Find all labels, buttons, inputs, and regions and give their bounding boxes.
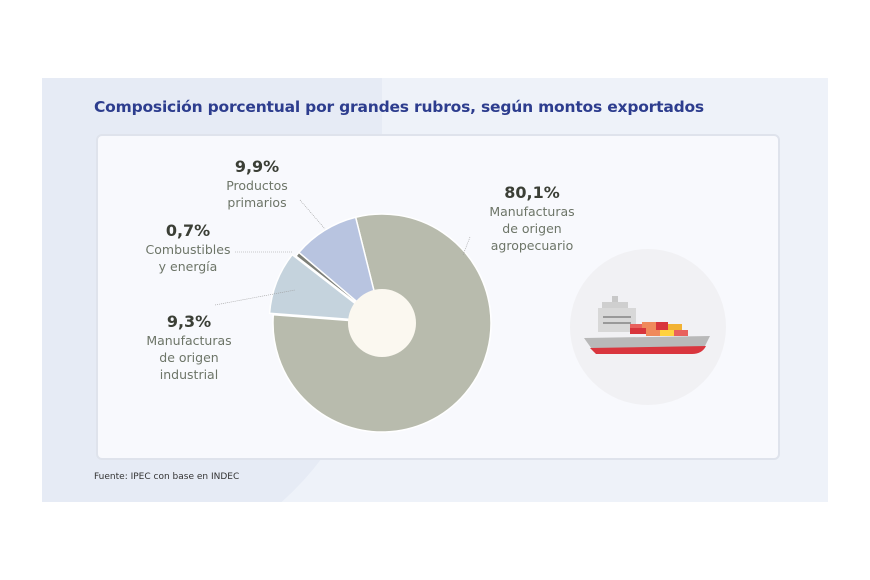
data-label-name: industrial <box>160 367 218 382</box>
data-label-name: Productos <box>226 178 288 193</box>
data-label-name: primarios <box>227 195 286 210</box>
data-label-pct: 9,3% <box>167 312 211 331</box>
data-label-pct: 9,9% <box>235 157 279 176</box>
data-label-pct: 0,7% <box>166 221 210 240</box>
data-label-name: Manufacturas <box>146 333 231 348</box>
data-label-name: Manufacturas <box>489 204 574 219</box>
leader-line <box>299 199 326 230</box>
data-label-name: de origen <box>159 350 218 365</box>
source-note: Fuente: IPEC con base en INDEC <box>94 472 240 482</box>
leader-line <box>214 289 296 306</box>
chart-title: Composición porcentual por grandes rubro… <box>94 98 704 116</box>
data-label-name: de origen <box>502 221 561 236</box>
pie-slice <box>268 253 381 323</box>
leader-line <box>462 236 471 256</box>
data-label-name: agropecuario <box>491 238 573 253</box>
donut-hole <box>348 289 416 357</box>
data-label-name: Combustibles <box>146 242 231 257</box>
data-label-name: y energía <box>159 259 218 274</box>
cargo-ship-icon <box>570 249 726 405</box>
data-label-pct: 80,1% <box>504 183 560 202</box>
